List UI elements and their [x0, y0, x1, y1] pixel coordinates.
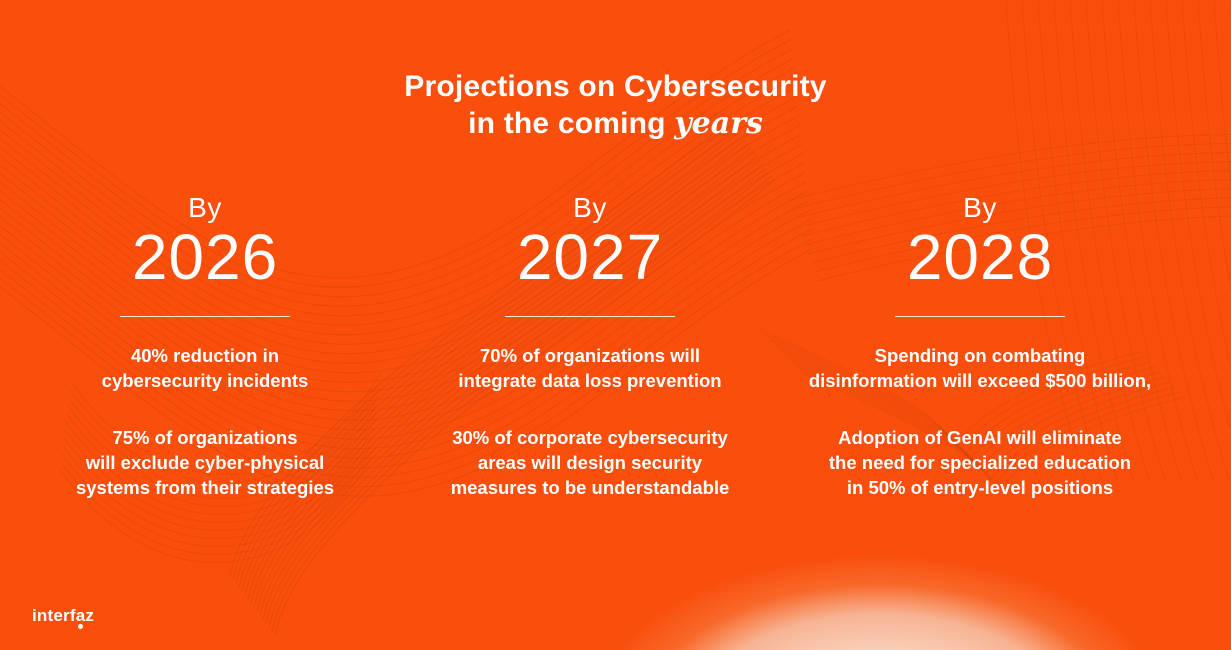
column-2027: By 2027 70% of organizations will integr… — [410, 192, 770, 500]
title-line-2: in the coming years — [0, 105, 1231, 142]
title-italic-word: years — [674, 106, 763, 141]
logo-dot — [78, 624, 83, 629]
divider-line — [895, 316, 1065, 317]
projection-text: 40% reduction in cybersecurity incidents — [101, 345, 309, 391]
title-line-2-text: in the coming — [468, 107, 675, 140]
page-title: Projections on Cybersecurity in the comi… — [0, 68, 1231, 142]
by-label: By — [963, 192, 997, 223]
logo-text: interfaz — [32, 606, 95, 625]
divider-line — [505, 316, 675, 317]
year-label: 2026 — [131, 221, 279, 293]
title-line-1: Projections on Cybersecurity — [404, 70, 827, 103]
year-label: 2027 — [516, 221, 664, 293]
projection-text: Spending on combating disinformation wil… — [808, 345, 1152, 391]
divider-line — [120, 316, 290, 317]
by-label: By — [573, 192, 607, 223]
by-label: By — [188, 192, 222, 223]
projection-text: 70% of organizations will integrate data… — [458, 345, 722, 391]
logo-interfaz: interfaz — [32, 606, 95, 629]
column-2026: By 2026 40% reduction in cybersecurity i… — [25, 192, 385, 500]
projection-text: 30% of corporate cybersecurity areas wil… — [450, 427, 730, 498]
year-label: 2028 — [906, 221, 1054, 293]
projection-text: Adoption of GenAI will eliminate the nee… — [828, 427, 1132, 498]
projection-text: 75% of organizations will exclude cyber-… — [75, 427, 335, 498]
column-2028: By 2028 Spending on combating disinforma… — [784, 192, 1176, 500]
